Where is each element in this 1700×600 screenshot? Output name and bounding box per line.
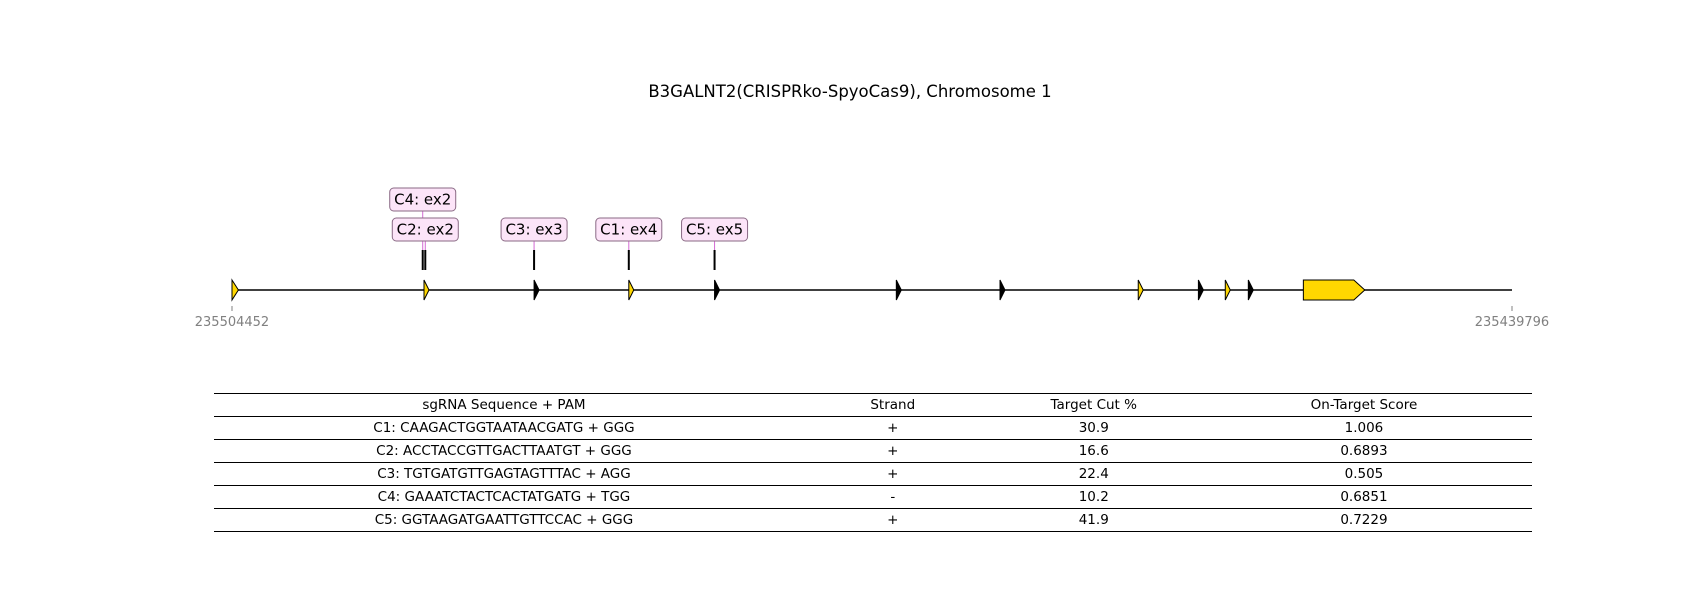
exon-2 xyxy=(423,279,430,301)
guide-label-c1: C1: ex4 xyxy=(600,221,657,239)
sequence-cell: C3: TGTGATGTTGAGTAGTTTAC + AGG xyxy=(214,462,794,486)
sgrna-table: sgRNA Sequence + PAM Strand Target Cut %… xyxy=(214,393,1532,532)
guide-label-box-c4 xyxy=(389,187,457,212)
header-target-cut: Target Cut % xyxy=(991,393,1196,417)
table-row: C1: CAAGACTGGTAATAACGATG + GGG + 30.9 1.… xyxy=(214,416,1532,440)
exon-7 xyxy=(999,279,1006,301)
guide-label-box-c3 xyxy=(500,217,568,242)
exon-11 xyxy=(1247,279,1254,301)
exon-10 xyxy=(1224,279,1231,301)
sequence-cell: C4: GAAATCTACTCACTATGATG + TGG xyxy=(214,485,794,509)
guide-label-box-c1 xyxy=(595,217,663,242)
sequence-cell: C1: CAAGACTGGTAATAACGATG + GGG xyxy=(214,416,794,440)
strand-cell: - xyxy=(793,485,992,509)
header-strand: Strand xyxy=(793,393,992,417)
score-cell: 0.505 xyxy=(1195,462,1532,486)
exon-3 xyxy=(533,279,540,301)
start-coordinate: 235504452 xyxy=(195,315,269,330)
guide-label-c2: C2: ex2 xyxy=(397,221,454,239)
score-cell: 1.006 xyxy=(1195,416,1532,440)
sequence-cell: C5: GGTAAGATGAATTGTTCCAC + GGG xyxy=(214,508,794,532)
target-cut-cell: 10.2 xyxy=(991,485,1196,509)
exon-5 xyxy=(714,279,721,301)
strand-cell: + xyxy=(793,416,992,440)
table-row: C4: GAAATCTACTCACTATGATG + TGG - 10.2 0.… xyxy=(214,485,1532,509)
exon-1 xyxy=(231,278,239,302)
strand-cell: + xyxy=(793,439,992,463)
guide-label-box-c5 xyxy=(681,217,749,242)
exons-layer xyxy=(231,278,1366,302)
guide-label-c3: C3: ex3 xyxy=(505,221,562,239)
figure-title: B3GALNT2(CRISPRko-SpyoCas9), Chromosome … xyxy=(648,82,1052,101)
score-cell: 0.6851 xyxy=(1195,485,1532,509)
strand-cell: + xyxy=(793,508,992,532)
exon-9 xyxy=(1197,279,1204,301)
guide-label-c5: C5: ex5 xyxy=(686,221,743,239)
header-on-target-score: On-Target Score xyxy=(1195,393,1532,417)
table-row: C5: GGTAAGATGAATTGTTCCAC + GGG + 41.9 0.… xyxy=(214,508,1532,532)
exon-12 xyxy=(1302,279,1366,301)
table-header-row: sgRNA Sequence + PAM Strand Target Cut %… xyxy=(214,393,1532,417)
guide-label-box-c2 xyxy=(391,217,459,242)
exon-8 xyxy=(1137,279,1144,301)
guide-label-c4: C4: ex2 xyxy=(394,191,451,209)
table-row: C2: ACCTACCGTTGACTTAATGT + GGG + 16.6 0.… xyxy=(214,439,1532,463)
score-cell: 0.7229 xyxy=(1195,508,1532,532)
target-cut-cell: 41.9 xyxy=(991,508,1196,532)
exon-6 xyxy=(895,279,902,301)
gene-map: C4: ex2 C2: ex2 C3: ex3 C1: ex4 C5: ex5 2355… xyxy=(195,187,1549,330)
score-cell: 0.6893 xyxy=(1195,439,1532,463)
guides-layer: C4: ex2 C2: ex2 C3: ex3 C1: ex4 C5: ex5 xyxy=(389,187,749,270)
header-sequence: sgRNA Sequence + PAM xyxy=(214,393,794,417)
target-cut-cell: 16.6 xyxy=(991,439,1196,463)
exon-4 xyxy=(628,279,635,301)
strand-cell: + xyxy=(793,462,992,486)
target-cut-cell: 30.9 xyxy=(991,416,1196,440)
sequence-cell: C2: ACCTACCGTTGACTTAATGT + GGG xyxy=(214,439,794,463)
target-cut-cell: 22.4 xyxy=(991,462,1196,486)
end-coordinate: 235439796 xyxy=(1475,315,1549,330)
table-row: C3: TGTGATGTTGAGTAGTTTAC + AGG + 22.4 0.… xyxy=(214,462,1532,486)
